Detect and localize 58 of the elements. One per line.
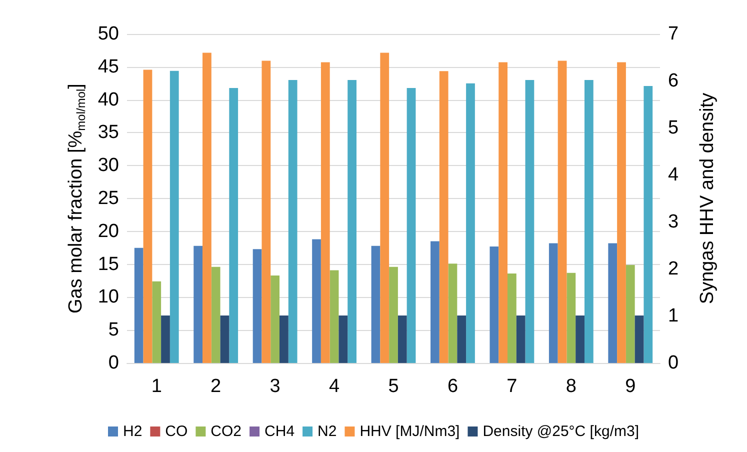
bar	[348, 80, 356, 363]
y-tick-label: 35	[98, 122, 119, 144]
x-tick-label: 6	[447, 376, 458, 397]
x-tick-label: 5	[388, 376, 399, 397]
bar	[288, 80, 298, 363]
legend-label: CO2	[210, 423, 242, 440]
bar	[262, 60, 271, 363]
bar	[389, 266, 398, 363]
legend-label: CH4	[264, 423, 295, 440]
legend-label: HHV [MJ/Nm3]	[360, 423, 460, 440]
y-tick-label: 30	[98, 155, 119, 176]
bar	[584, 80, 594, 363]
legend-label: N2	[318, 423, 337, 440]
y2-tick-label: 0	[668, 352, 679, 374]
legend-label: CO	[165, 423, 188, 440]
bar	[644, 86, 653, 363]
y2-tick-label: 5	[668, 118, 679, 138]
x-tick-label: 8	[566, 376, 576, 397]
legend-label: Density @25°C [kg/m3]	[482, 423, 639, 440]
y-axis-title: Gas molar fraction [%mol/mol]	[65, 84, 88, 314]
y-tick-label: 50	[98, 24, 119, 44]
bar	[617, 62, 626, 363]
bar	[439, 71, 448, 363]
bar	[320, 62, 330, 363]
y2-tick-label: 7	[668, 24, 679, 44]
bar	[466, 83, 475, 363]
y2-tick-label: 3	[668, 212, 679, 232]
x-tick-label: 2	[210, 376, 222, 397]
x-tick-label: 9	[625, 376, 636, 397]
y-tick-label: 20	[98, 220, 119, 242]
bar	[498, 62, 508, 363]
y-tick-label: 10	[98, 286, 119, 308]
bar	[170, 70, 179, 363]
bar	[525, 80, 534, 363]
bar	[229, 88, 238, 363]
legend-label: H2	[123, 423, 142, 440]
y-tick-label: 25	[98, 188, 119, 209]
bar	[211, 266, 220, 363]
y-tick-label: 15	[98, 254, 119, 275]
y2-tick-label: 6	[668, 70, 679, 92]
y-tick-label: 40	[98, 89, 119, 110]
y-tick-label: 45	[98, 56, 119, 78]
bar	[143, 70, 152, 363]
bar	[558, 60, 567, 363]
bar	[202, 52, 212, 363]
y-tick-label: 0	[108, 352, 119, 374]
y2-tick-label: 4	[668, 164, 679, 186]
y2-tick-label: 1	[668, 306, 679, 326]
y2-axis-title: Syngas HHV and density	[697, 92, 718, 304]
y-tick-label: 5	[108, 320, 119, 341]
x-tick-label: 7	[506, 376, 518, 397]
y2-tick-label: 2	[668, 258, 679, 280]
bar	[626, 264, 635, 363]
x-tick-label: 4	[328, 376, 340, 397]
x-tick-label: 3	[270, 376, 280, 397]
x-tick-label: 1	[151, 376, 162, 397]
bar	[406, 88, 416, 363]
bar	[380, 52, 390, 363]
